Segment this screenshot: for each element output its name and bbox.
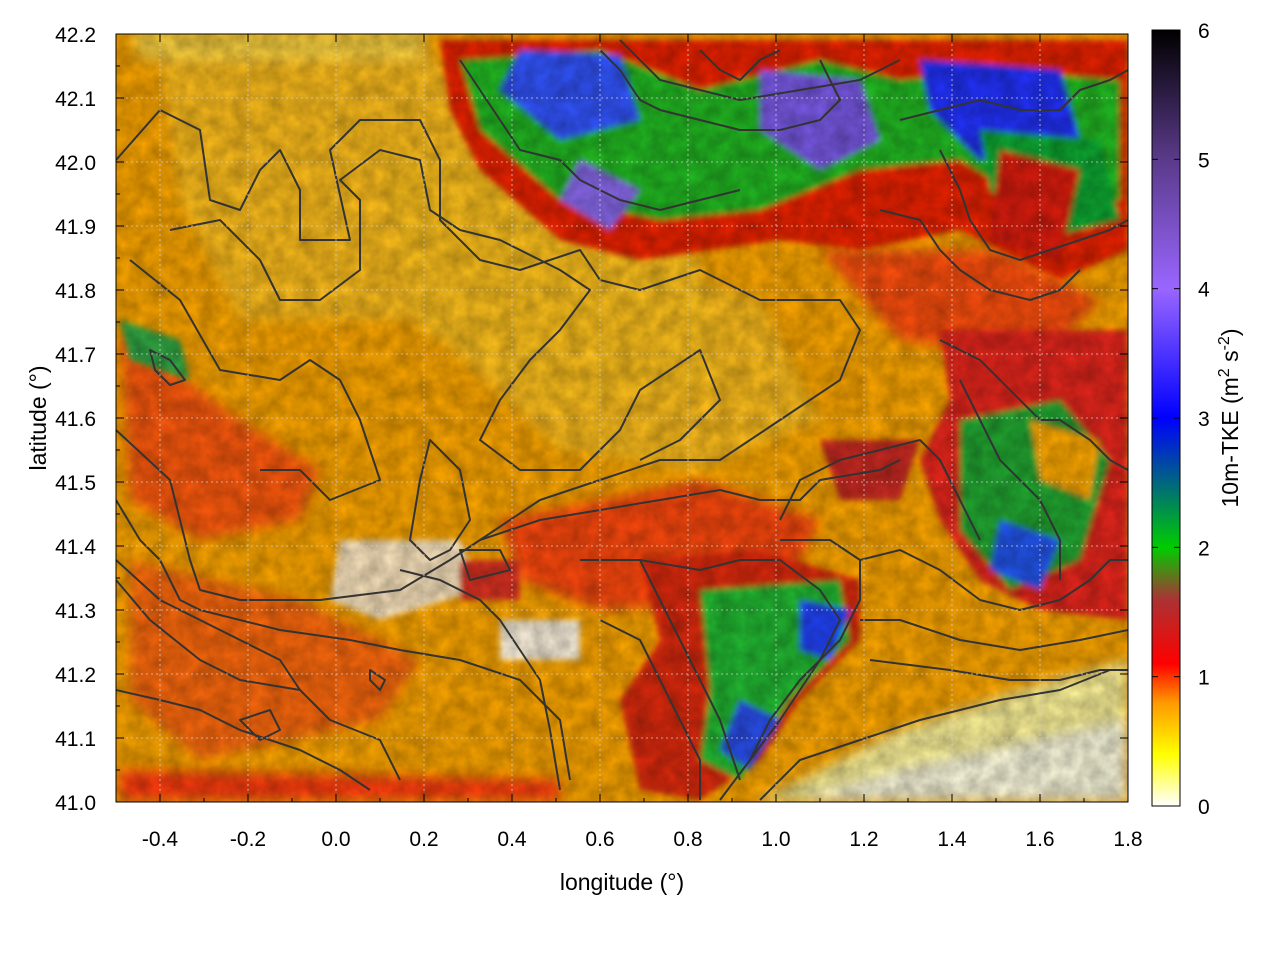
colorbar-tick-label: 2 xyxy=(1198,537,1210,560)
colorbar-ticks: 0 1 2 3 4 5 6 xyxy=(1152,20,1210,819)
x-tick-label: 1.0 xyxy=(761,828,790,851)
y-tick-label: 41.6 xyxy=(55,408,96,431)
x-tick-label: 1.8 xyxy=(1113,828,1142,851)
y-tick-label: 42.0 xyxy=(55,152,96,175)
y-tick-label: 41.4 xyxy=(55,536,96,559)
y-tick-label: 41.8 xyxy=(55,280,96,303)
grid-lines xyxy=(116,34,1128,802)
x-axis-label: longitude (°) xyxy=(560,869,684,895)
colorbar-tick-label: 3 xyxy=(1198,408,1210,431)
y-tick-label: 42.1 xyxy=(55,88,96,111)
x-tick-label: 1.2 xyxy=(849,828,878,851)
y-tick-label: 41.0 xyxy=(55,792,96,815)
heatmap-field xyxy=(116,34,1128,802)
y-tick-label: 41.1 xyxy=(55,728,96,751)
x-tick-label: 0.2 xyxy=(409,828,438,851)
colorbar-tick-label: 1 xyxy=(1198,667,1210,690)
y-tick-label: 41.7 xyxy=(55,344,96,367)
x-tick-label: 0.4 xyxy=(497,828,527,851)
x-tick-label: 1.6 xyxy=(1025,828,1054,851)
y-axis-label: latitude (°) xyxy=(25,365,51,470)
terrain-contours xyxy=(116,39,1128,801)
colorbar-tick-label: 6 xyxy=(1198,20,1210,43)
colorbar: 0 1 2 3 4 5 6 10m-TKE (m2 s-2) xyxy=(1151,20,1243,819)
x-tick-label: 1.4 xyxy=(937,828,967,851)
x-tick-label: 0.8 xyxy=(673,828,702,851)
colorbar-label: 10m-TKE (m2 s-2) xyxy=(1216,328,1243,507)
y-axis: 41.0 41.1 41.2 41.3 41.4 41.5 41.6 41.7 41.8 41.9… xyxy=(55,24,1128,815)
y-tick-label: 41.3 xyxy=(55,600,96,623)
y-tick-label: 41.9 xyxy=(55,216,96,239)
y-tick-label: 41.2 xyxy=(55,664,96,687)
y-tick-label: 42.2 xyxy=(55,24,96,47)
colorbar-tick-label: 4 xyxy=(1198,279,1210,302)
x-axis: -0.4 -0.2 0.0 0.2 0.4 0.6 0.8 1.0 1.2 1.4 1.6 1.8 xyxy=(115,34,1143,851)
x-tick-label: -0.4 xyxy=(142,828,179,851)
colorbar-tick-label: 0 xyxy=(1198,796,1210,819)
colorbar-tick-label: 5 xyxy=(1198,149,1210,172)
y-tick-label: 41.5 xyxy=(55,472,96,495)
x-tick-label: -0.2 xyxy=(230,828,266,851)
x-tick-label: 0.6 xyxy=(585,828,614,851)
x-tick-label: 0.0 xyxy=(321,828,350,851)
